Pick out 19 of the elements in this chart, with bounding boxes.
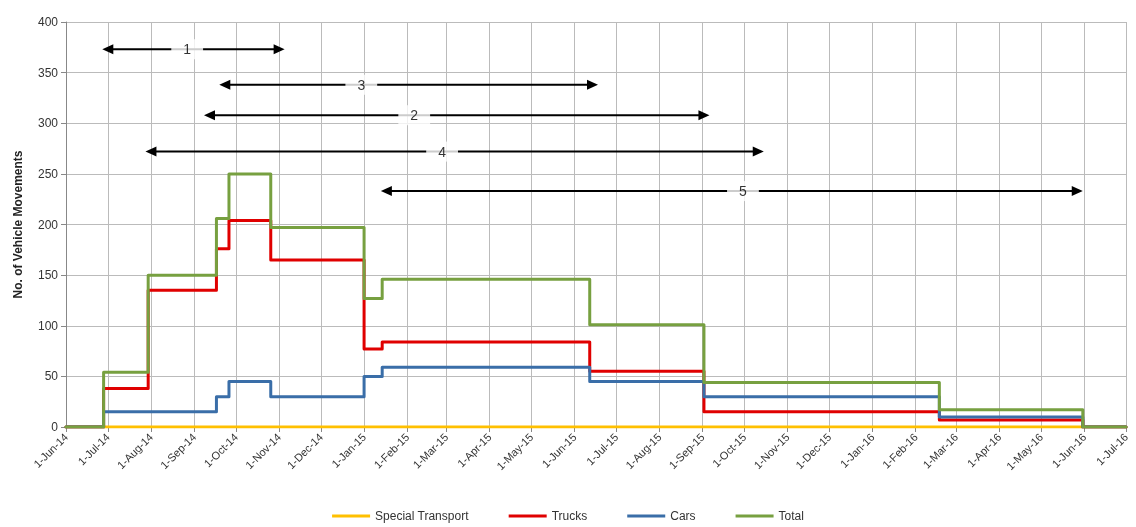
legend-label: Special Transport <box>375 509 470 523</box>
annotation: 4 <box>438 143 447 160</box>
y-tick-label: 150 <box>37 268 59 283</box>
annotation: 5 <box>739 183 748 200</box>
y-axis-title: No. of Vehicle Movements <box>11 150 25 299</box>
annotation: 2 <box>410 107 419 124</box>
y-tick-label: 200 <box>37 217 59 232</box>
y-tick-label: 350 <box>37 65 59 80</box>
y-tick-label: 300 <box>37 116 59 131</box>
legend-label: Cars <box>670 509 696 523</box>
y-tick-label: 400 <box>37 15 59 29</box>
legend-label: Trucks <box>551 509 588 523</box>
annotation: 3 <box>357 76 366 93</box>
y-tick-label: 0 <box>51 420 59 434</box>
y-tick-label: 100 <box>37 318 59 333</box>
annotation: 1 <box>183 41 192 58</box>
y-tick-label: 250 <box>37 166 59 181</box>
y-tick-label: 50 <box>44 369 59 384</box>
legend-label: Total <box>778 509 804 523</box>
